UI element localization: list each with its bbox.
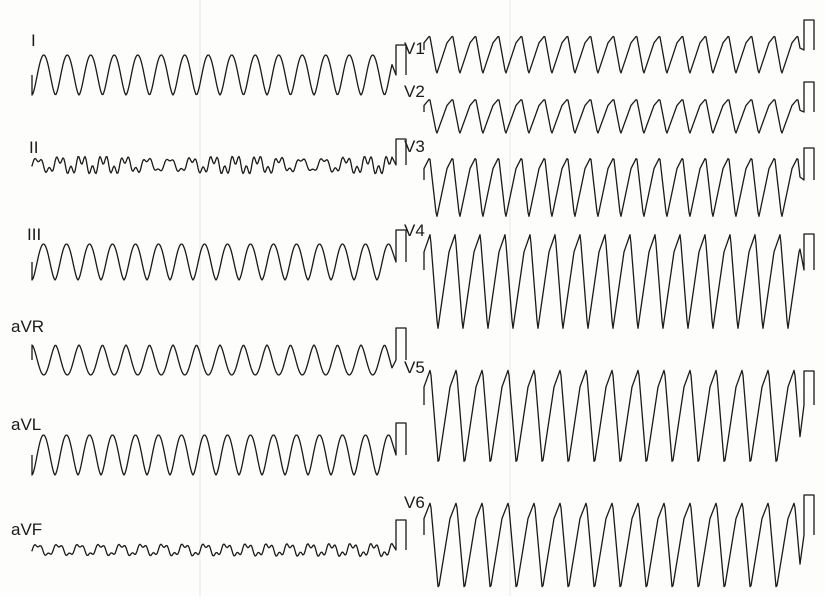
- lead-label: III: [27, 225, 41, 244]
- lead-label: V1: [404, 39, 425, 58]
- lead-label: V5: [404, 358, 425, 377]
- lead-label: aVR: [11, 317, 44, 336]
- lead-label: II: [29, 138, 38, 157]
- lead-label: V3: [404, 137, 425, 156]
- lead-label: V2: [404, 82, 425, 101]
- lead-label: I: [31, 31, 36, 50]
- page: I II III aVR aVL aVF V1 V2 V3 V4 V5 V6 (…: [0, 0, 825, 596]
- lead-label: V6: [404, 493, 425, 512]
- lead-label: V4: [404, 221, 425, 240]
- lead-label: aVL: [11, 415, 41, 434]
- lead-label: aVF: [11, 520, 42, 539]
- ecg-figure: I II III aVR aVL aVF V1 V2 V3 V4 V5 V6: [0, 0, 825, 596]
